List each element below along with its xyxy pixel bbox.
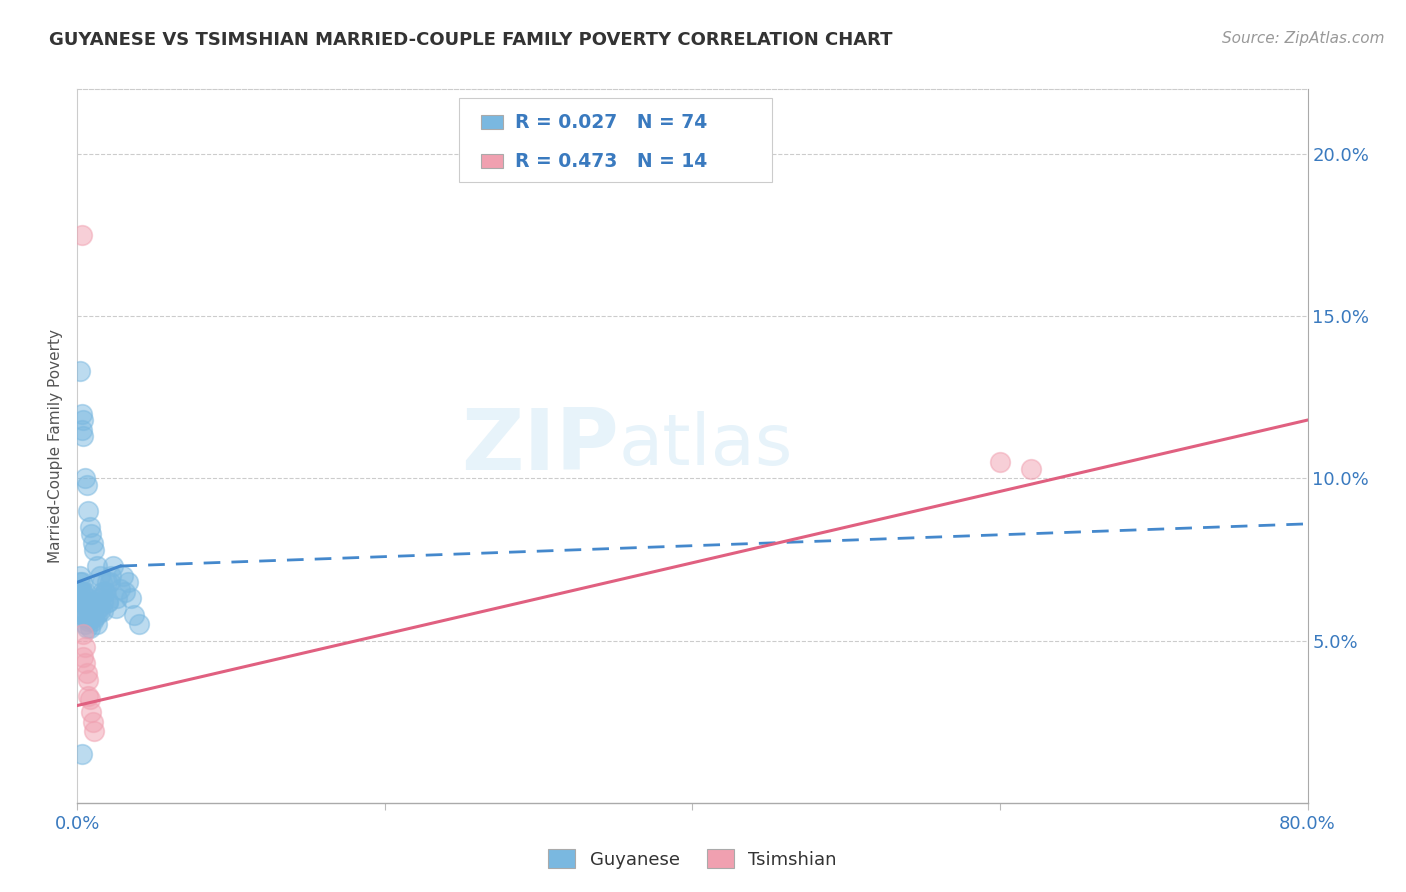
Point [73, 595, 96, 609]
Point [128, 617, 150, 632]
Point [114, 585, 136, 599]
Point [77, 595, 100, 609]
Text: R = 0.027   N = 74: R = 0.027 N = 74 [515, 113, 707, 132]
Point [94, 585, 117, 599]
Point [69, 364, 91, 378]
Point [97, 595, 120, 609]
Point [82, 595, 104, 609]
Point [72, 595, 94, 609]
Point [72, 429, 94, 443]
Point [82, 614, 104, 628]
Point [77, 673, 100, 687]
Point [69, 568, 91, 582]
Point [89, 568, 111, 582]
Point [988, 455, 1011, 469]
Point [1019, 461, 1042, 475]
Point [70, 585, 93, 599]
Point [72, 585, 94, 599]
Point [93, 604, 115, 618]
Point [77, 504, 100, 518]
Text: Source: ZipAtlas.com: Source: ZipAtlas.com [1222, 31, 1385, 46]
Point [69, 575, 91, 590]
Point [70, 595, 93, 609]
FancyBboxPatch shape [481, 153, 502, 168]
Point [76, 621, 98, 635]
Point [72, 649, 94, 664]
Point [89, 591, 111, 606]
Point [72, 604, 94, 618]
Point [70, 423, 93, 437]
Text: R = 0.473   N = 14: R = 0.473 N = 14 [515, 152, 707, 171]
Point [73, 471, 96, 485]
Point [82, 536, 104, 550]
Point [77, 689, 100, 703]
Legend: Guyanese, Tsimshian: Guyanese, Tsimshian [541, 842, 844, 876]
Point [70, 747, 93, 761]
Point [70, 228, 93, 243]
Point [73, 657, 96, 671]
Point [70, 575, 93, 590]
FancyBboxPatch shape [481, 115, 502, 129]
Point [117, 575, 139, 590]
Point [101, 559, 124, 574]
Point [83, 611, 105, 625]
Point [82, 714, 104, 729]
Point [90, 575, 114, 590]
Point [84, 604, 107, 618]
Point [122, 607, 145, 622]
Point [82, 604, 104, 618]
Point [73, 617, 96, 632]
Point [97, 595, 120, 609]
Point [73, 585, 96, 599]
Point [69, 585, 91, 599]
Text: atlas: atlas [619, 411, 793, 481]
Point [110, 582, 132, 596]
Point [90, 585, 114, 599]
Point [77, 614, 100, 628]
Point [79, 520, 101, 534]
Point [73, 640, 96, 654]
Point [94, 585, 117, 599]
Point [73, 607, 96, 622]
Point [72, 627, 94, 641]
Point [86, 617, 108, 632]
Point [79, 601, 101, 615]
Point [105, 591, 128, 606]
Point [76, 611, 98, 625]
Point [98, 575, 121, 590]
Text: GUYANESE VS TSIMSHIAN MARRIED-COUPLE FAMILY POVERTY CORRELATION CHART: GUYANESE VS TSIMSHIAN MARRIED-COUPLE FAM… [49, 31, 893, 49]
Point [87, 601, 110, 615]
Point [112, 568, 135, 582]
Point [80, 601, 103, 615]
Point [80, 611, 103, 625]
Point [84, 595, 107, 609]
Y-axis label: Married-Couple Family Poverty: Married-Couple Family Poverty [48, 329, 63, 563]
Point [72, 413, 94, 427]
Point [100, 568, 122, 582]
FancyBboxPatch shape [458, 98, 772, 182]
Point [83, 542, 105, 557]
Point [80, 705, 103, 719]
Point [79, 611, 101, 625]
Point [70, 407, 93, 421]
Point [83, 724, 105, 739]
Text: ZIP: ZIP [461, 404, 619, 488]
Point [77, 604, 100, 618]
Point [79, 692, 101, 706]
Point [83, 601, 105, 615]
Point [70, 607, 93, 622]
Point [89, 604, 111, 618]
Point [86, 559, 108, 574]
Point [96, 575, 118, 590]
Point [93, 595, 115, 609]
Point [104, 601, 127, 615]
Point [86, 607, 108, 622]
Point [76, 666, 98, 681]
Point [76, 601, 98, 615]
Point [80, 526, 103, 541]
Point [120, 591, 142, 606]
Point [79, 621, 101, 635]
Point [76, 591, 98, 606]
Point [76, 478, 98, 492]
